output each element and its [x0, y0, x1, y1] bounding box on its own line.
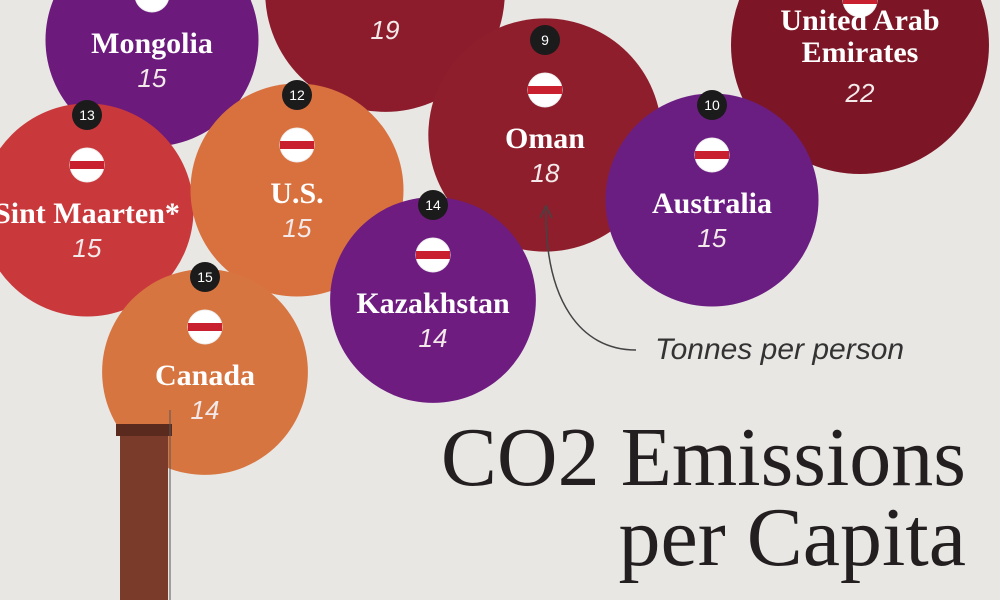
annotation-arrow — [545, 209, 637, 351]
rank-label: 15 — [197, 269, 213, 285]
flag-stripe — [528, 86, 562, 94]
bubble — [330, 197, 536, 403]
value-label: 15 — [137, 63, 167, 93]
flag — [842, 0, 878, 18]
value-label: 22 — [845, 78, 875, 108]
flag-stripe — [70, 161, 104, 169]
value-label: 19 — [370, 15, 400, 45]
bubble — [605, 93, 819, 307]
rank-label: 10 — [704, 97, 720, 113]
rank-label: 12 — [289, 87, 305, 103]
country-name: Sint Maarten* — [0, 197, 180, 230]
rank-badge — [72, 100, 102, 130]
country-name: Oman — [504, 122, 585, 155]
annotation: Tonnes per person — [655, 333, 905, 366]
flag-stripe — [280, 141, 314, 149]
rank-badge — [530, 25, 560, 55]
bubble-group: 9 — [428, 18, 662, 252]
flag — [135, 0, 169, 13]
bubble-group: 10 — [605, 90, 819, 307]
bubble-group: 14 — [330, 190, 536, 403]
bubble — [0, 103, 194, 317]
value-label: 15 — [72, 233, 102, 263]
rank-badge — [282, 80, 312, 110]
value-label: 15 — [282, 213, 312, 243]
rank-label: 9 — [541, 32, 549, 48]
bubble — [102, 269, 308, 475]
bubble — [731, 0, 989, 174]
arrow-head — [539, 204, 553, 219]
bubble-group — [731, 0, 989, 174]
value-label: 15 — [697, 223, 727, 253]
chart-title: CO2 Emissions per Capita — [440, 411, 966, 584]
bubble-group: 13 — [0, 100, 194, 317]
country-name: Mongolia — [91, 27, 213, 60]
rank-badge — [418, 190, 448, 220]
rank-label: 14 — [425, 197, 441, 213]
country-name: United Arab Emirates — [780, 4, 940, 69]
flag-stripe — [843, 0, 877, 4]
country-name: Australia — [652, 187, 772, 220]
value-label: 18 — [530, 158, 560, 188]
country-name: Canada — [154, 359, 256, 392]
rank-label: 13 — [79, 107, 95, 123]
flag-stripe — [695, 151, 729, 159]
bubble — [428, 18, 662, 252]
bubble-group: 15 — [102, 262, 308, 475]
value-label: 14 — [190, 395, 220, 425]
rank-badge — [697, 90, 727, 120]
flag-stripe — [416, 251, 450, 259]
country-name: U.S. — [270, 177, 324, 210]
value-label: 14 — [418, 323, 448, 353]
chimney — [116, 410, 172, 600]
flag-stripe — [188, 323, 222, 331]
rank-badge — [190, 262, 220, 292]
country-name: Kazakhstan — [356, 287, 510, 320]
